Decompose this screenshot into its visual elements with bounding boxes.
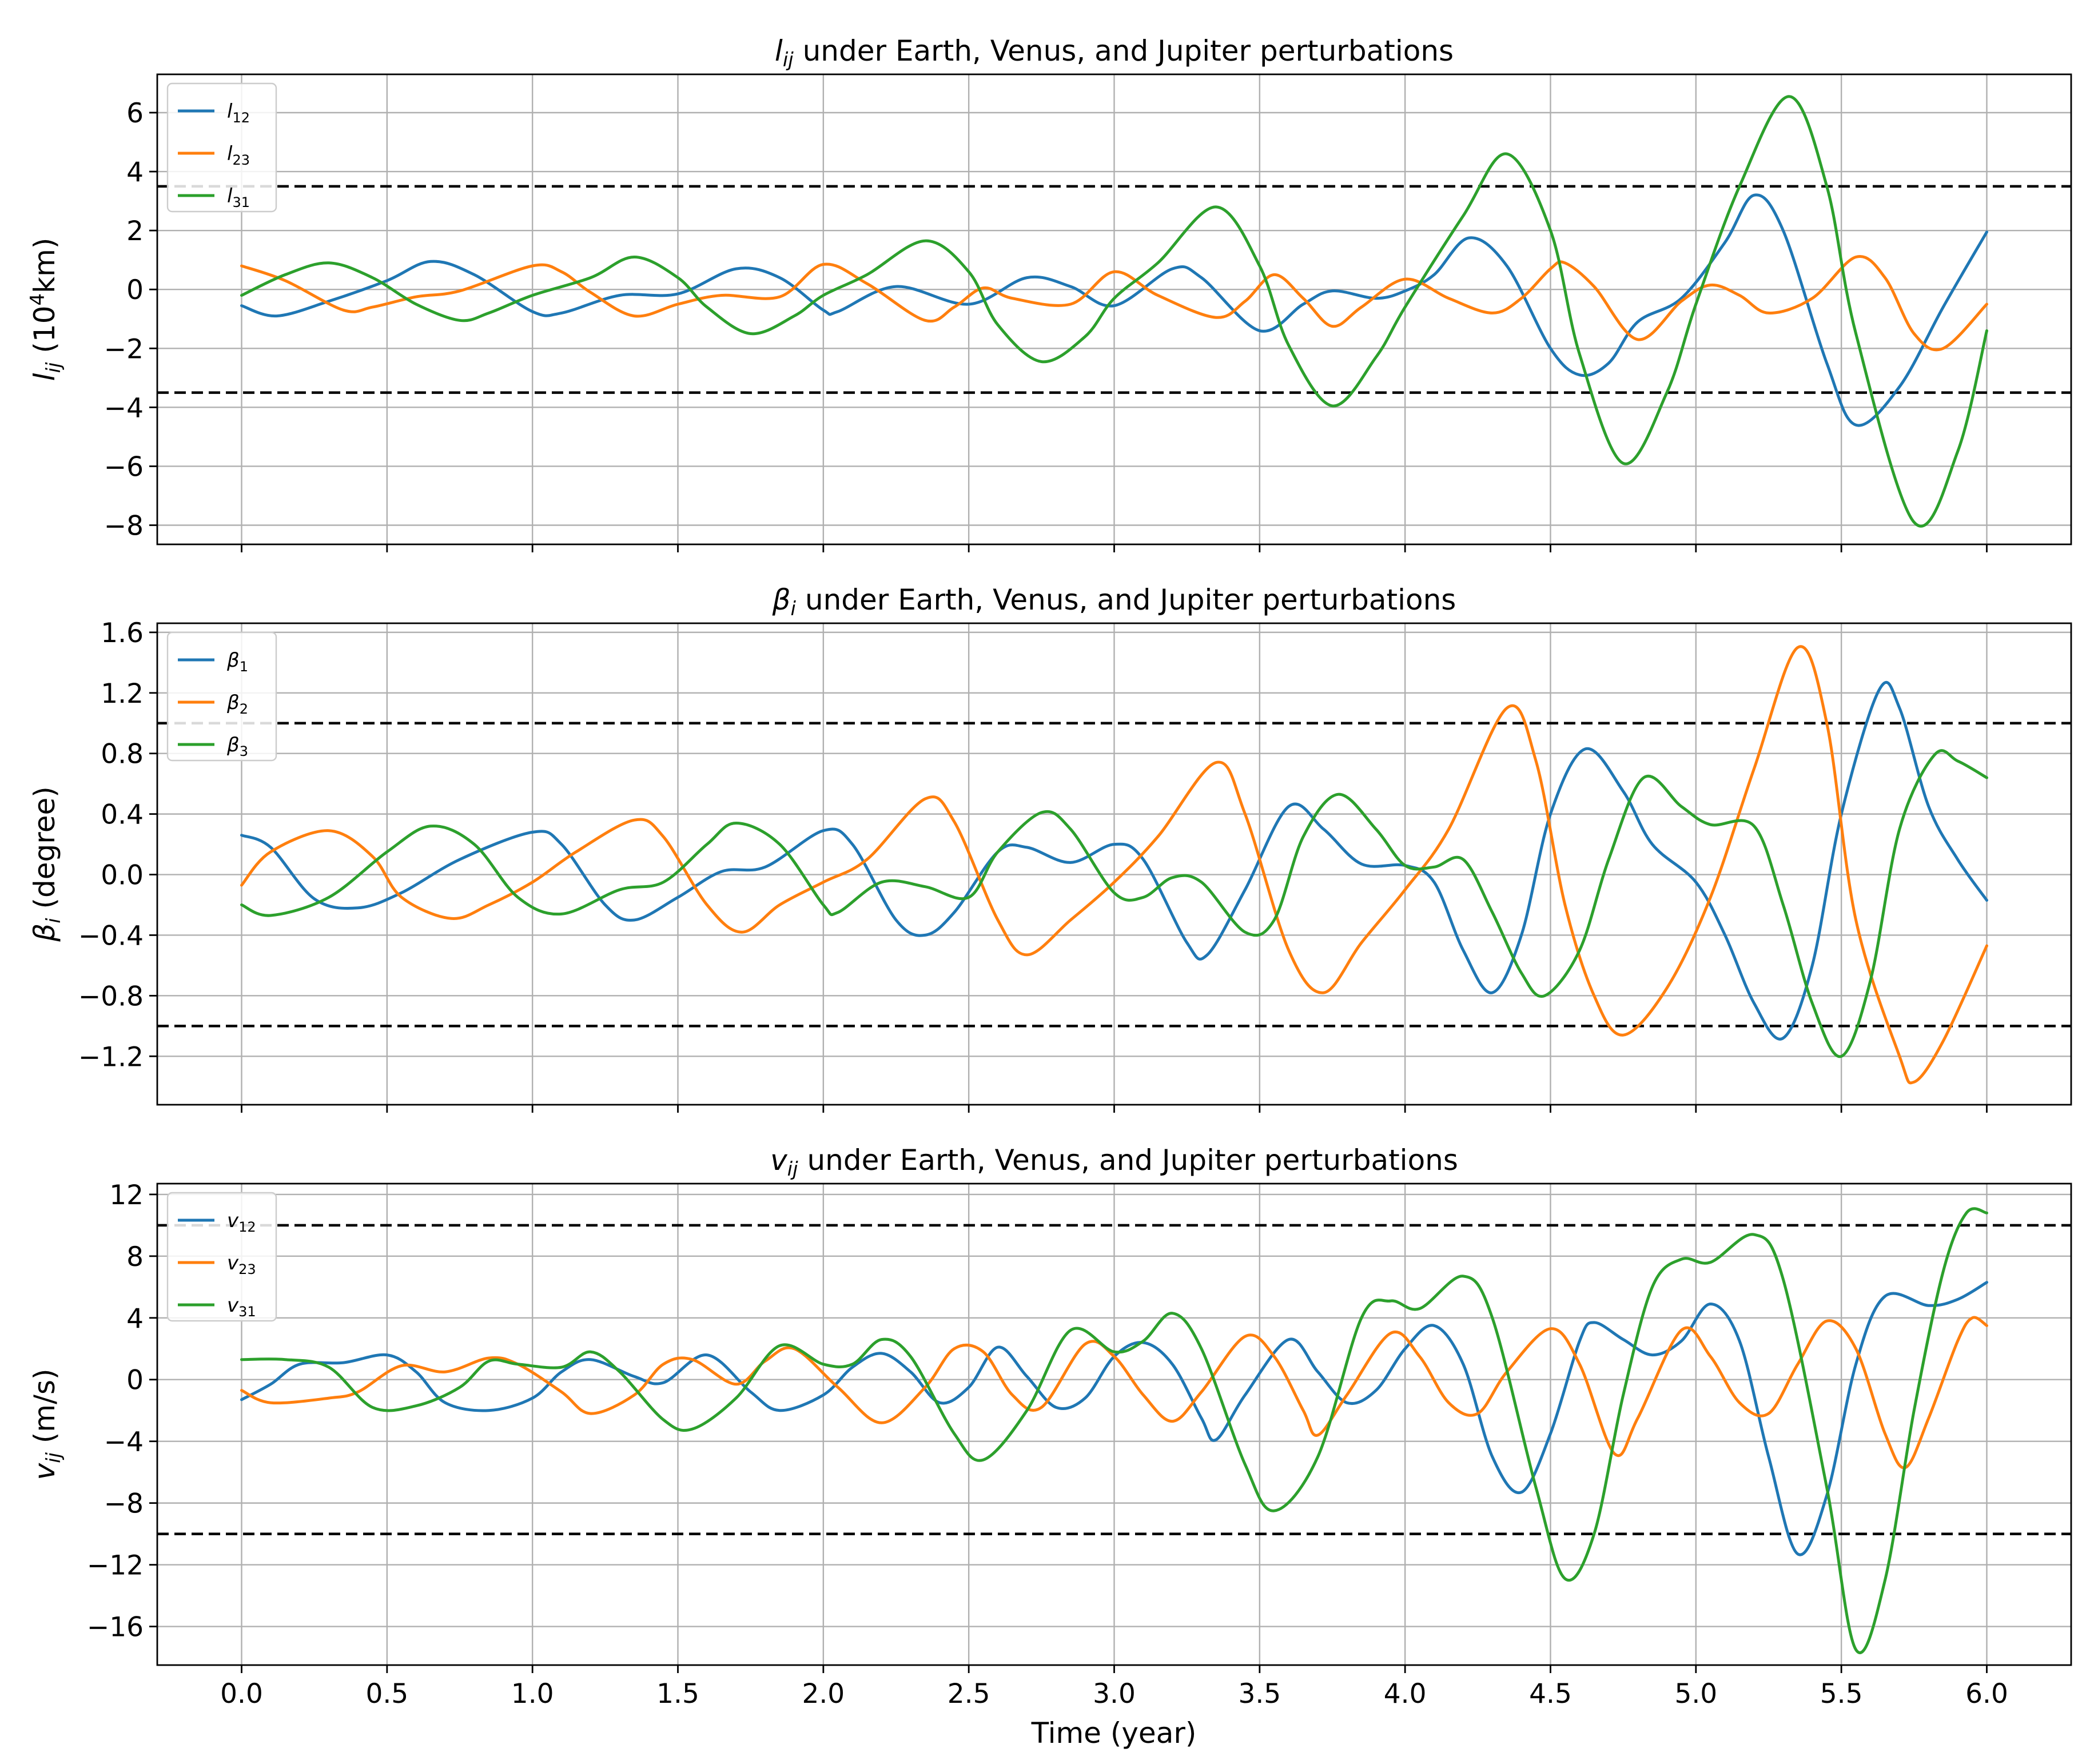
x-tick-label: 1.5 — [656, 1678, 699, 1710]
y-tick-label: 4 — [126, 1303, 144, 1335]
x-tick-label: 0.0 — [220, 1678, 263, 1710]
y-tick-label: −16 — [87, 1612, 144, 1643]
x-tick-label: 5.0 — [1674, 1678, 1717, 1710]
y-tick-label: −6 — [104, 451, 144, 483]
series-line-31 — [240, 1207, 1988, 1654]
series-group — [240, 95, 1988, 528]
series-line-2 — [240, 645, 1988, 1085]
series-group — [240, 1207, 1988, 1654]
panel-angle-deviation: −1.2−0.8−0.40.00.40.81.21.6βi under Eart… — [28, 583, 2072, 1113]
series-group — [240, 645, 1988, 1085]
grid — [157, 74, 2071, 544]
y-tick-label: −2 — [104, 333, 144, 365]
title-text: under Earth, Venus, and Jupiter perturba… — [794, 34, 1454, 67]
ylabel-superscript: 4 — [26, 293, 49, 306]
title-subscript: ij — [787, 1158, 798, 1181]
y-tick-label: −1.2 — [78, 1041, 144, 1073]
y-tick-label: 0.4 — [101, 799, 144, 831]
panel-velocity-deviation: 0.0 0.5 1.0 1.5 2.0 2.5 3.0 3.5 4.0 4.5 5.0 5.5 6.0 −… — [28, 1144, 2072, 1710]
y-tick-label: 12 — [109, 1180, 144, 1211]
series-line-31 — [240, 95, 1988, 528]
title-symbol: v — [770, 1144, 788, 1177]
ylabel-subscript: i — [42, 918, 65, 923]
title-text: under Earth, Venus, and Jupiter perturba… — [796, 583, 1456, 616]
y-tick-label: −4 — [104, 1427, 144, 1458]
y-tick-label: 0.0 — [101, 860, 144, 891]
x-tick-label: 4.0 — [1384, 1678, 1427, 1710]
ylabel-symbol: l — [28, 373, 61, 381]
y-tick-label: −0.8 — [78, 981, 144, 1012]
x-tick-label: 5.5 — [1820, 1678, 1863, 1710]
series-line-3 — [240, 749, 1988, 1058]
x-tick-label: 2.5 — [948, 1678, 990, 1710]
y-tick-label: −4 — [104, 392, 144, 424]
ylabel-unit: (degree) — [28, 786, 61, 918]
y-tick-label: −8 — [104, 511, 144, 542]
x-tick-label: 2.0 — [802, 1678, 845, 1710]
y-tick-label: 8 — [126, 1241, 144, 1273]
y-tick-label: 0 — [126, 1365, 144, 1396]
y-tick-label: 1.6 — [101, 618, 144, 649]
series-line-12 — [240, 193, 1988, 427]
panel-title: lij under Earth, Venus, and Jupiter pert… — [775, 34, 1454, 71]
legend-label-31: v31 — [227, 1294, 256, 1320]
x-tick-label: 6.0 — [1965, 1678, 2008, 1710]
title-symbol: β — [772, 583, 791, 616]
y-tick-label: −8 — [104, 1488, 144, 1520]
legend-label-1: β1 — [226, 649, 248, 675]
ylabel-unit: (10 — [28, 305, 61, 362]
title-symbol: l — [775, 34, 783, 67]
y-tick-label: 2 — [126, 216, 144, 247]
title-subscript: ij — [783, 49, 794, 71]
y-tick-label: −0.4 — [78, 920, 144, 951]
title-subscript: i — [791, 598, 797, 620]
legend-label-2: β2 — [226, 691, 248, 717]
x-tick-label: 1.0 — [511, 1678, 554, 1710]
panel-title: vij under Earth, Venus, and Jupiter pert… — [770, 1144, 1458, 1181]
y-tick-label: 1.2 — [101, 678, 144, 710]
y-tick-label: −12 — [87, 1550, 144, 1582]
series-line-23 — [240, 254, 1988, 352]
legend: β1 β2 β3 — [166, 631, 277, 762]
legend-label-23: l23 — [227, 142, 250, 168]
ylabel-unit-suffix: km) — [28, 238, 61, 293]
legend-box — [166, 631, 277, 762]
y-tick-label: 6 — [126, 98, 144, 129]
legend-label-31: l31 — [227, 185, 250, 210]
panel-title: βi under Earth, Venus, and Jupiter pertu… — [772, 583, 1456, 620]
y-axis-label: lij (104km) — [26, 238, 65, 381]
legend-label-12: l12 — [227, 100, 250, 126]
legend-label-3: β3 — [226, 734, 248, 759]
grid — [157, 623, 2071, 1105]
legend-label-12: v12 — [227, 1209, 256, 1235]
legend-box — [166, 1192, 277, 1322]
y-axis-label: vij (m/s) — [28, 1368, 65, 1480]
y-axis-label: βi (degree) — [28, 786, 65, 942]
ylabel-symbol: v — [28, 1463, 61, 1480]
y-tick-label: 0.8 — [101, 739, 144, 770]
y-tick-label: 0 — [126, 274, 144, 306]
series-line-12 — [240, 1281, 1988, 1556]
series-line-23 — [240, 1316, 1988, 1470]
grid — [157, 1184, 2071, 1665]
ylabel-subscript: ij — [42, 362, 65, 373]
y-tick-label: 4 — [126, 157, 144, 188]
legend-box — [166, 82, 277, 213]
legend-label-23: v23 — [227, 1252, 256, 1277]
ylabel-symbol: β — [28, 923, 61, 942]
x-axis-label: Time (year) — [1031, 1717, 1197, 1750]
ylabel-unit: (m/s) — [28, 1368, 61, 1452]
ylabel-subscript: ij — [42, 1452, 65, 1463]
x-tick-label: 3.0 — [1093, 1678, 1136, 1710]
x-tick-label: 4.5 — [1529, 1678, 1572, 1710]
legend: v12 v23 v31 — [166, 1192, 277, 1322]
legend: l12 l23 l31 — [166, 82, 277, 213]
x-tick-label: 0.5 — [365, 1678, 408, 1710]
x-tick-label: 3.5 — [1238, 1678, 1281, 1710]
title-text: under Earth, Venus, and Jupiter perturba… — [798, 1144, 1458, 1177]
